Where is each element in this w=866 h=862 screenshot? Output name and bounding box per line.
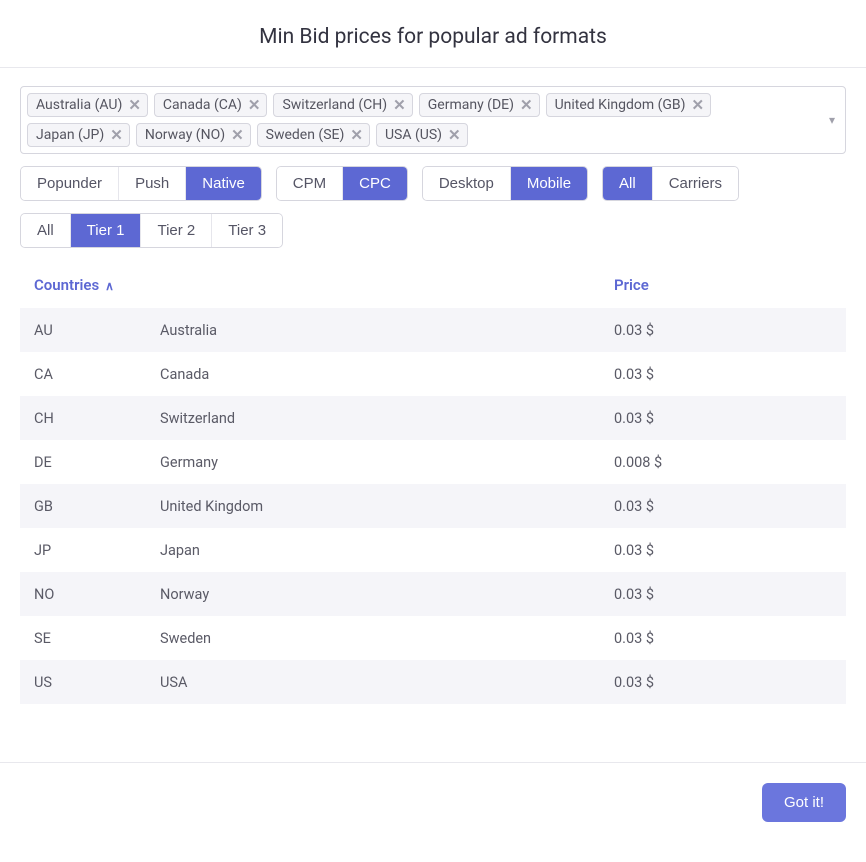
tier-button-tier-2[interactable]: Tier 2 [141,214,212,247]
country-tag: United Kingdom (GB) ✕ [546,93,712,117]
filter-row-1: PopunderPushNative CPMCPC DesktopMobile … [20,166,846,201]
close-icon[interactable]: ✕ [393,98,406,113]
country-tag: Canada (CA) ✕ [154,93,268,117]
table-row: USUSA0.03 $ [20,660,846,704]
table-row: SESweden0.03 $ [20,616,846,660]
close-icon[interactable]: ✕ [248,98,261,113]
tag-label: Germany (DE) [428,97,514,113]
device-group: DesktopMobile [422,166,588,201]
bid-button-cpc[interactable]: CPC [343,167,407,200]
tier-group: AllTier 1Tier 2Tier 3 [20,213,283,248]
close-icon[interactable]: ✕ [110,128,123,143]
country-tag: Sweden (SE) ✕ [257,123,370,147]
cell-price: 0.03 $ [614,410,846,427]
tag-label: United Kingdom (GB) [555,97,686,113]
table-row: DEGermany0.008 $ [20,440,846,484]
bid-group: CPMCPC [276,166,408,201]
tier-button-tier-1[interactable]: Tier 1 [71,214,142,247]
cell-price: 0.008 $ [614,454,846,471]
cell-code: US [20,674,160,691]
cell-name: Germany [160,454,614,471]
tag-label: Australia (AU) [36,97,122,113]
country-tags-input[interactable]: Australia (AU)✕Canada (CA)✕Switzerland (… [20,86,846,154]
table-row: CACanada0.03 $ [20,352,846,396]
table-row: JPJapan0.03 $ [20,528,846,572]
country-tag: Switzerland (CH) ✕ [273,93,412,117]
country-tag: Norway (NO) ✕ [136,123,251,147]
cell-code: JP [20,542,160,559]
format-group: PopunderPushNative [20,166,262,201]
tag-label: Norway (NO) [145,127,225,143]
table-row: AUAustralia0.03 $ [20,308,846,352]
device-button-desktop[interactable]: Desktop [423,167,511,200]
page-title: Min Bid prices for popular ad formats [20,25,846,49]
tier-button-all[interactable]: All [21,214,71,247]
cell-price: 0.03 $ [614,498,846,515]
sort-asc-icon: ∧ [105,279,114,293]
countries-header-label: Countries [34,276,99,294]
cell-price: 0.03 $ [614,366,846,383]
cell-name: Switzerland [160,410,614,427]
country-tag: USA (US) ✕ [376,123,468,147]
tag-label: Sweden (SE) [266,127,345,143]
close-icon[interactable]: ✕ [128,98,141,113]
cell-price: 0.03 $ [614,630,846,647]
close-icon[interactable]: ✕ [231,128,244,143]
carrier-button-all[interactable]: All [603,167,653,200]
cell-name: United Kingdom [160,498,614,515]
cell-price: 0.03 $ [614,322,846,339]
cell-price: 0.03 $ [614,586,846,603]
format-button-popunder[interactable]: Popunder [21,167,119,200]
tag-label: Switzerland (CH) [282,97,387,113]
chevron-down-icon[interactable]: ▾ [829,113,835,127]
tag-label: Japan (JP) [36,127,104,143]
cell-price: 0.03 $ [614,542,846,559]
cell-name: Sweden [160,630,614,647]
tier-button-tier-3[interactable]: Tier 3 [212,214,282,247]
filter-row-2: AllTier 1Tier 2Tier 3 [20,213,846,248]
close-icon[interactable]: ✕ [520,98,533,113]
cell-name: USA [160,674,614,691]
tag-label: Canada (CA) [163,97,242,113]
table-body: AUAustralia0.03 $CACanada0.03 $CHSwitzer… [20,308,846,704]
cell-code: GB [20,498,160,515]
cell-code: SE [20,630,160,647]
table-row: NONorway0.03 $ [20,572,846,616]
bid-button-cpm[interactable]: CPM [277,167,343,200]
cell-code: DE [20,454,160,471]
cell-name: Canada [160,366,614,383]
close-icon[interactable]: ✕ [350,128,363,143]
cell-name: Japan [160,542,614,559]
table-head: Countries ∧ Price [20,276,846,308]
price-header-label: Price [614,276,649,294]
cell-code: CH [20,410,160,427]
col-countries-header[interactable]: Countries ∧ [20,276,160,294]
format-button-native[interactable]: Native [186,167,261,200]
table-row: CHSwitzerland0.03 $ [20,396,846,440]
cell-price: 0.03 $ [614,674,846,691]
close-icon[interactable]: ✕ [448,128,461,143]
got-it-button[interactable]: Got it! [762,783,846,822]
tag-label: USA (US) [385,127,442,143]
carrier-button-carriers[interactable]: Carriers [653,167,738,200]
cell-name: Norway [160,586,614,603]
col-price-header[interactable]: Price [614,276,846,294]
country-tag: Australia (AU) ✕ [27,93,148,117]
cell-name: Australia [160,322,614,339]
device-button-mobile[interactable]: Mobile [511,167,587,200]
cell-code: AU [20,322,160,339]
close-icon[interactable]: ✕ [692,98,705,113]
format-button-push[interactable]: Push [119,167,186,200]
cell-code: NO [20,586,160,603]
table-row: GBUnited Kingdom0.03 $ [20,484,846,528]
country-tag: Japan (JP) ✕ [27,123,130,147]
cell-code: CA [20,366,160,383]
carrier-group: AllCarriers [602,166,739,201]
country-tag: Germany (DE) ✕ [419,93,540,117]
